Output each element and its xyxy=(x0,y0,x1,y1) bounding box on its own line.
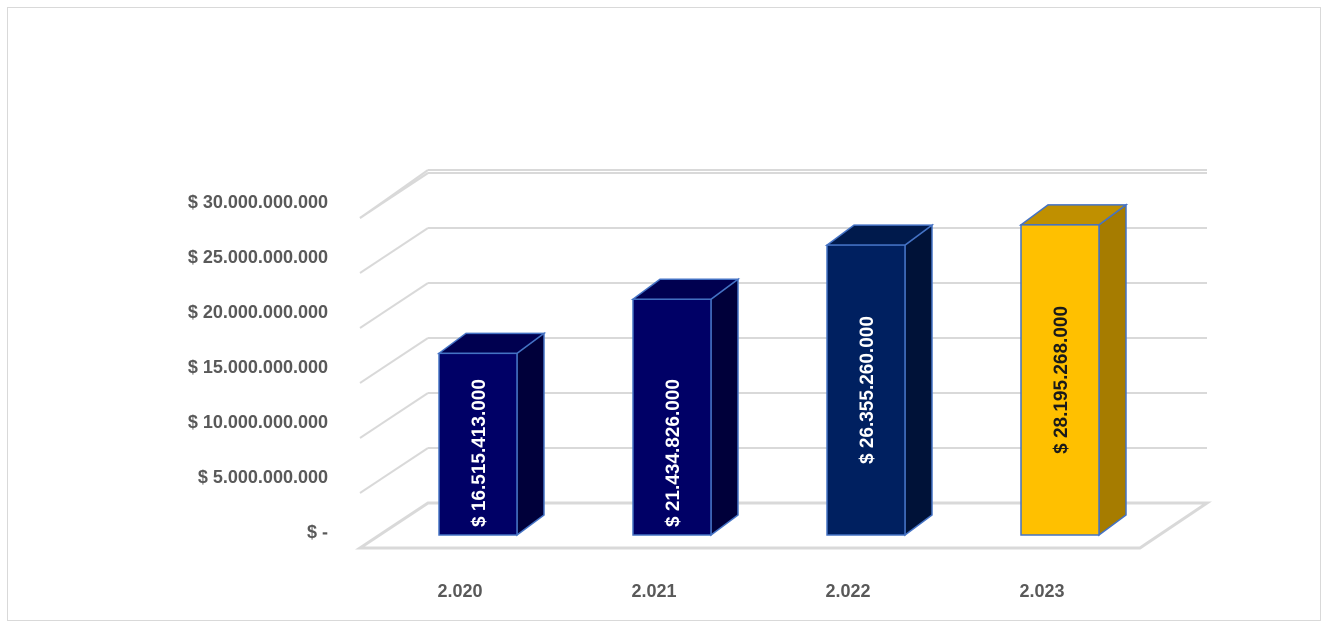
bar-side xyxy=(904,223,933,537)
data-label: $ 28.195.268.000 xyxy=(1051,306,1072,454)
x-tick-label: 2.020 xyxy=(437,581,482,601)
bars: $ 16.515.413.000 $ 21.434.826.000 $ 26.355… xyxy=(436,203,1129,537)
data-label: $ 21.434.826.000 xyxy=(663,379,684,527)
bar-side xyxy=(516,331,545,537)
gridline-side xyxy=(359,282,429,329)
y-tick-label: $ 20.000.000.000 xyxy=(188,302,328,322)
y-tick-label: $ 15.000.000.000 xyxy=(188,357,328,377)
y-tick-label: $ - xyxy=(307,522,328,542)
bar-2.020: $ 16.515.413.000 xyxy=(436,331,547,537)
gridline-side xyxy=(359,447,429,494)
bar-side xyxy=(710,277,739,537)
data-label: $ 16.515.413.000 xyxy=(469,379,490,527)
x-tick-label: 2.022 xyxy=(825,581,870,601)
gridline-side xyxy=(359,337,429,384)
x-tick-label: 2.021 xyxy=(631,581,676,601)
x-tick-label: 2.023 xyxy=(1019,581,1064,601)
floor xyxy=(355,501,1212,550)
y-tick-label: $ 25.000.000.000 xyxy=(188,247,328,267)
bar xyxy=(826,244,906,536)
y-tick-label: $ 10.000.000.000 xyxy=(188,412,328,432)
y-tick-label: $ 30.000.000.000 xyxy=(188,192,328,212)
chart-floor xyxy=(355,501,1212,550)
data-label: $ 26.355.260.000 xyxy=(857,316,878,464)
bar-2.022: $ 26.355.260.000 xyxy=(824,223,935,537)
bar xyxy=(438,352,518,536)
y-axis-labels: $ - $ 5.000.000.000 $ 10.000.000.000 $ 15.0… xyxy=(188,192,328,542)
x-axis-labels: 2.020 2.021 2.022 2.023 xyxy=(437,581,1064,601)
gridline-side xyxy=(359,169,429,219)
gridline-side xyxy=(359,392,429,439)
bar xyxy=(632,298,712,536)
bar-side xyxy=(1098,203,1127,537)
gridline-side xyxy=(359,227,429,274)
y-tick-label: $ 5.000.000.000 xyxy=(198,467,328,487)
bar-2.023: $ 28.195.268.000 xyxy=(1018,203,1129,537)
bar-2.021: $ 21.434.826.000 xyxy=(630,277,741,537)
bar xyxy=(1020,224,1100,536)
